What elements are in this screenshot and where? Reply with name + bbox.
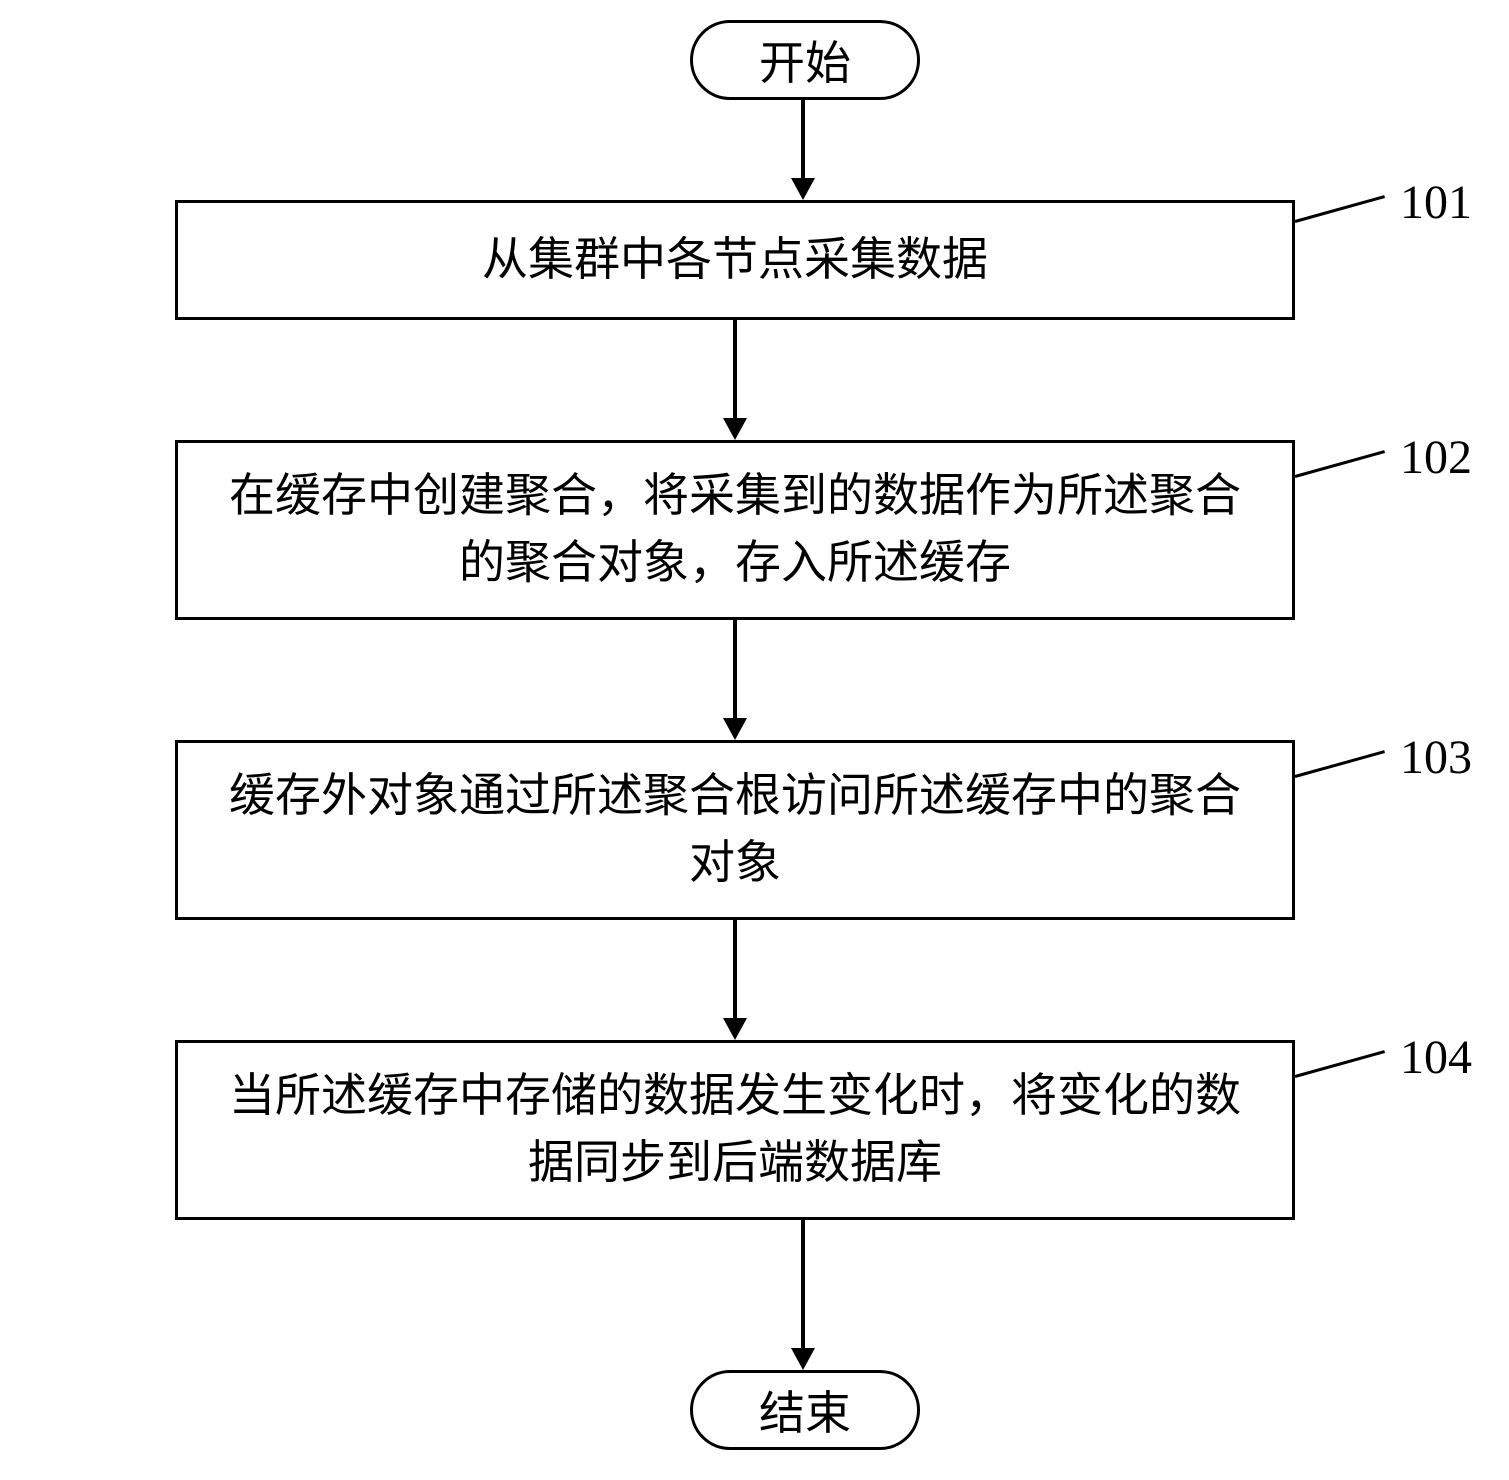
arrow-104-end (791, 1348, 815, 1370)
process-102-text: 在缓存中创建聚合，将采集到的数据作为所述聚合的聚合对象，存入所述缓存 (208, 463, 1262, 596)
connector-104-end (801, 1220, 805, 1348)
connector-102-103 (733, 620, 737, 718)
ref-label-104: 104 (1400, 1030, 1472, 1085)
terminal-end: 结束 (690, 1370, 920, 1450)
ref-label-101: 101 (1400, 175, 1472, 230)
process-101: 从集群中各节点采集数据 (175, 200, 1295, 320)
arrow-103-104 (723, 1018, 747, 1040)
arrow-start-101 (791, 178, 815, 200)
connector-start-101 (801, 100, 805, 178)
terminal-start-label: 开始 (759, 27, 851, 93)
process-102: 在缓存中创建聚合，将采集到的数据作为所述聚合的聚合对象，存入所述缓存 (175, 440, 1295, 620)
leader-line-103 (1295, 750, 1386, 778)
leader-line-101 (1295, 195, 1386, 223)
process-101-text: 从集群中各节点采集数据 (482, 227, 988, 294)
process-104: 当所述缓存中存储的数据发生变化时，将变化的数据同步到后端数据库 (175, 1040, 1295, 1220)
process-103-text: 缓存外对象通过所述聚合根访问所述缓存中的聚合对象 (208, 763, 1262, 896)
terminal-end-label: 结束 (759, 1377, 851, 1443)
leader-line-104 (1295, 1050, 1386, 1078)
terminal-start: 开始 (690, 20, 920, 100)
connector-103-104 (733, 920, 737, 1018)
leader-line-102 (1295, 450, 1386, 478)
flowchart-canvas: 开始 从集群中各节点采集数据 101 在缓存中创建聚合，将采集到的数据作为所述聚… (0, 0, 1509, 1480)
ref-label-103: 103 (1400, 730, 1472, 785)
arrow-101-102 (723, 418, 747, 440)
ref-label-102: 102 (1400, 430, 1472, 485)
connector-101-102 (733, 320, 737, 418)
process-103: 缓存外对象通过所述聚合根访问所述缓存中的聚合对象 (175, 740, 1295, 920)
process-104-text: 当所述缓存中存储的数据发生变化时，将变化的数据同步到后端数据库 (208, 1063, 1262, 1196)
arrow-102-103 (723, 718, 747, 740)
